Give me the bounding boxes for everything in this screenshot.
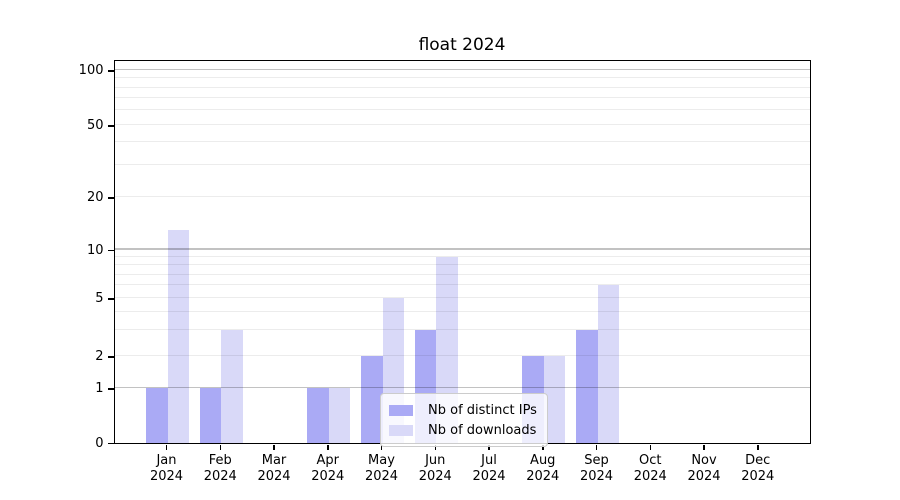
y-tick-label: 100 — [78, 62, 104, 78]
bar-downloads — [328, 388, 351, 443]
x-tick-label: May 2024 — [364, 452, 399, 484]
x-tick-mark — [649, 445, 651, 450]
x-tick-mark — [595, 445, 598, 450]
bar-distinct-ips — [307, 388, 329, 443]
legend-swatch — [389, 404, 413, 416]
x-tick-label: Sep 2024 — [579, 452, 614, 484]
y-tick-mark — [107, 125, 114, 127]
y-tick-mark — [107, 442, 114, 445]
bar-downloads — [221, 330, 243, 443]
y-tick-mark — [107, 249, 114, 252]
x-tick-label: Feb 2024 — [203, 452, 237, 484]
y-tick-label: 20 — [86, 189, 104, 205]
bar-distinct-ips — [361, 355, 383, 443]
y-tick-mark — [107, 298, 114, 300]
x-tick-label: Jun 2024 — [418, 452, 452, 484]
y-tick-label: 10 — [86, 242, 104, 258]
x-tick-mark — [542, 445, 544, 450]
y-tick-mark — [107, 356, 114, 358]
y-tick-mark — [107, 388, 114, 390]
bar-distinct-ips — [199, 388, 222, 443]
x-tick-mark — [757, 445, 759, 450]
y-tick-label: 1 — [95, 381, 104, 397]
bar-distinct-ips — [576, 330, 598, 443]
x-tick-mark — [165, 445, 168, 450]
legend: Nb of distinct IPs Nb of downloads — [380, 393, 548, 447]
x-tick-label: Aug 2024 — [526, 452, 560, 484]
legend-label: Nb of distinct IPs — [428, 402, 537, 418]
x-tick-mark — [327, 445, 329, 450]
y-tick-label: 0 — [95, 435, 104, 451]
bars-layer — [115, 61, 810, 443]
x-tick-mark — [273, 445, 275, 450]
x-tick-label: Dec 2024 — [741, 452, 775, 484]
x-tick-label: Apr 2024 — [311, 452, 345, 484]
bar-downloads — [597, 285, 619, 443]
legend-label: Nb of downloads — [428, 422, 537, 438]
x-tick-label: Jan 2024 — [149, 452, 184, 484]
bar-distinct-ips — [146, 388, 168, 443]
y-tick-label: 5 — [95, 291, 104, 307]
y-tick-label: 50 — [86, 117, 104, 133]
x-tick-label: Jul 2024 — [472, 452, 506, 484]
legend-row: Nb of downloads — [389, 420, 537, 440]
y-tick-mark — [107, 197, 114, 199]
x-tick-mark — [219, 445, 221, 450]
legend-row: Nb of distinct IPs — [389, 400, 537, 420]
x-tick-mark — [380, 445, 383, 450]
x-tick-label: Mar 2024 — [257, 452, 291, 484]
y-tick-mark — [107, 70, 114, 72]
chart-title: float 2024 — [418, 35, 506, 55]
x-tick-label: Oct 2024 — [633, 452, 667, 484]
x-tick-mark — [488, 445, 490, 450]
bar-downloads — [167, 229, 189, 443]
x-tick-mark — [703, 445, 705, 450]
x-tick-mark — [434, 445, 436, 450]
bar-downloads — [543, 355, 566, 443]
y-tick-label: 2 — [95, 348, 104, 364]
x-tick-label: Nov 2024 — [687, 452, 721, 484]
plot-area: Nb of distinct IPs Nb of downloads — [113, 59, 811, 447]
legend-swatch — [389, 424, 413, 436]
